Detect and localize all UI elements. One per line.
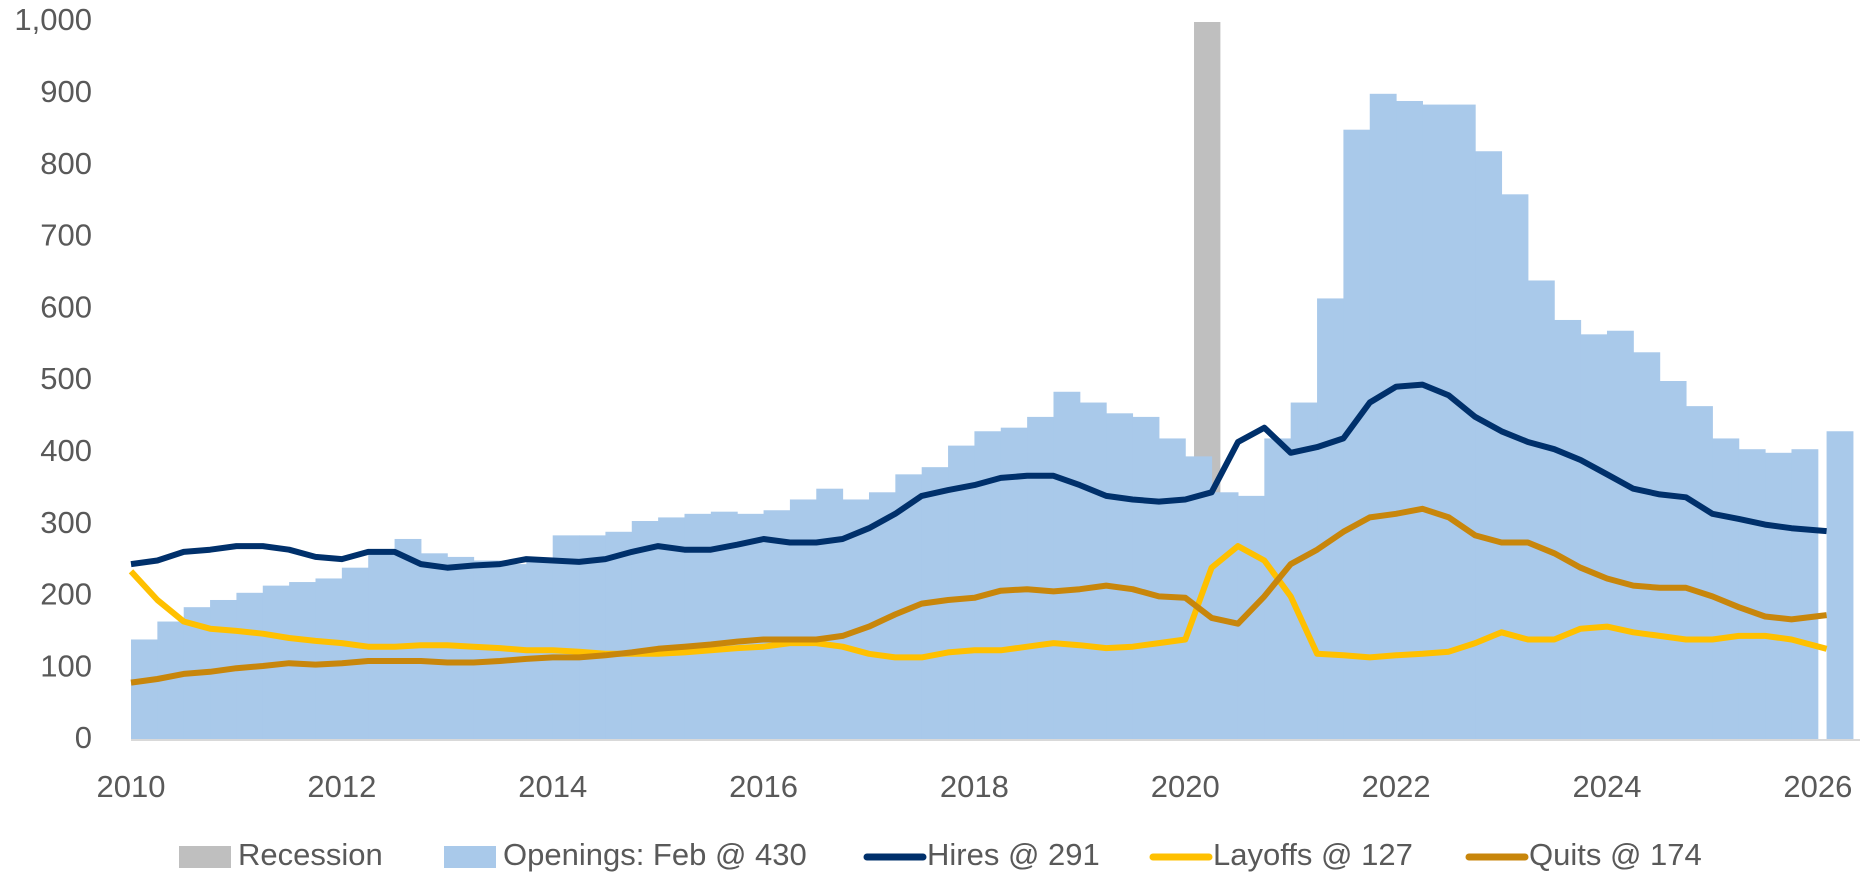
openings-bar bbox=[658, 517, 685, 740]
openings-bar bbox=[1290, 402, 1318, 740]
openings-bar bbox=[1501, 194, 1529, 740]
legend-label: Hires @ 291 bbox=[927, 837, 1100, 872]
legend-label: Layoffs @ 127 bbox=[1213, 837, 1413, 872]
y-tick-label: 400 bbox=[40, 433, 92, 468]
y-tick-label: 900 bbox=[40, 74, 92, 109]
legend-swatch bbox=[444, 846, 496, 868]
openings-bar bbox=[1659, 381, 1687, 740]
openings-bar bbox=[631, 521, 659, 740]
openings-bar bbox=[737, 513, 765, 740]
openings-bar bbox=[948, 445, 975, 740]
openings-bar bbox=[605, 531, 633, 740]
x-tick-label: 2012 bbox=[307, 769, 376, 804]
openings-bar bbox=[1738, 449, 1766, 740]
openings-bar bbox=[131, 639, 158, 740]
x-tick-label: 2024 bbox=[1572, 769, 1641, 804]
legend-swatch bbox=[179, 846, 231, 868]
y-tick-label: 800 bbox=[40, 146, 92, 181]
y-tick-label: 100 bbox=[40, 648, 92, 683]
openings-bar bbox=[1448, 104, 1476, 740]
y-tick-label: 0 bbox=[75, 720, 92, 755]
openings-bar bbox=[1106, 413, 1134, 740]
openings-bar bbox=[1580, 334, 1608, 740]
openings-bar bbox=[1317, 298, 1344, 740]
openings-bar bbox=[341, 567, 369, 740]
x-tick-label: 2010 bbox=[97, 769, 166, 804]
legend-label: Recession bbox=[238, 837, 383, 872]
y-tick-label: 1,000 bbox=[14, 2, 92, 37]
openings-bar bbox=[789, 499, 817, 740]
openings-bar bbox=[1712, 438, 1740, 740]
openings-bar bbox=[1027, 416, 1054, 740]
openings-bar bbox=[1633, 352, 1661, 740]
x-tick-label: 2026 bbox=[1783, 769, 1852, 804]
series-line bbox=[130, 381, 1827, 571]
openings-bar bbox=[1686, 406, 1713, 740]
openings-bar bbox=[1554, 319, 1582, 740]
x-tick-label: 2020 bbox=[1151, 769, 1220, 804]
openings-bar bbox=[1606, 330, 1634, 740]
openings-bar bbox=[1158, 438, 1186, 740]
y-tick-label: 600 bbox=[40, 289, 92, 324]
series-line bbox=[128, 543, 1828, 661]
legend-label: Openings: Feb @ 430 bbox=[503, 837, 807, 872]
openings-bar bbox=[1765, 452, 1792, 740]
openings-bar bbox=[1826, 431, 1854, 740]
y-tick-label: 700 bbox=[40, 218, 92, 253]
openings-bar bbox=[552, 535, 580, 740]
openings-bar bbox=[394, 538, 422, 740]
openings-bar bbox=[1053, 391, 1081, 740]
y-tick-label: 300 bbox=[40, 505, 92, 540]
y-tick-label: 200 bbox=[40, 577, 92, 612]
openings-bar bbox=[1422, 104, 1450, 740]
openings-bar bbox=[1475, 151, 1503, 741]
openings-bar bbox=[1132, 416, 1160, 740]
openings-bar bbox=[1791, 449, 1819, 740]
openings-bar bbox=[816, 488, 844, 740]
x-tick-label: 2014 bbox=[518, 769, 587, 804]
openings-bar bbox=[1527, 280, 1555, 740]
x-tick-label: 2016 bbox=[729, 769, 798, 804]
openings-bar bbox=[1369, 93, 1397, 741]
series-line bbox=[130, 505, 1827, 686]
legend-label: Quits @ 174 bbox=[1529, 837, 1702, 872]
openings-bar bbox=[315, 578, 343, 740]
x-tick-label: 2018 bbox=[940, 769, 1009, 804]
openings-bar bbox=[763, 510, 791, 740]
x-tick-label: 2022 bbox=[1362, 769, 1431, 804]
openings-bar bbox=[1079, 402, 1107, 740]
openings-bar bbox=[579, 535, 606, 740]
y-tick-label: 500 bbox=[40, 361, 92, 396]
openings-bar bbox=[1396, 100, 1423, 741]
